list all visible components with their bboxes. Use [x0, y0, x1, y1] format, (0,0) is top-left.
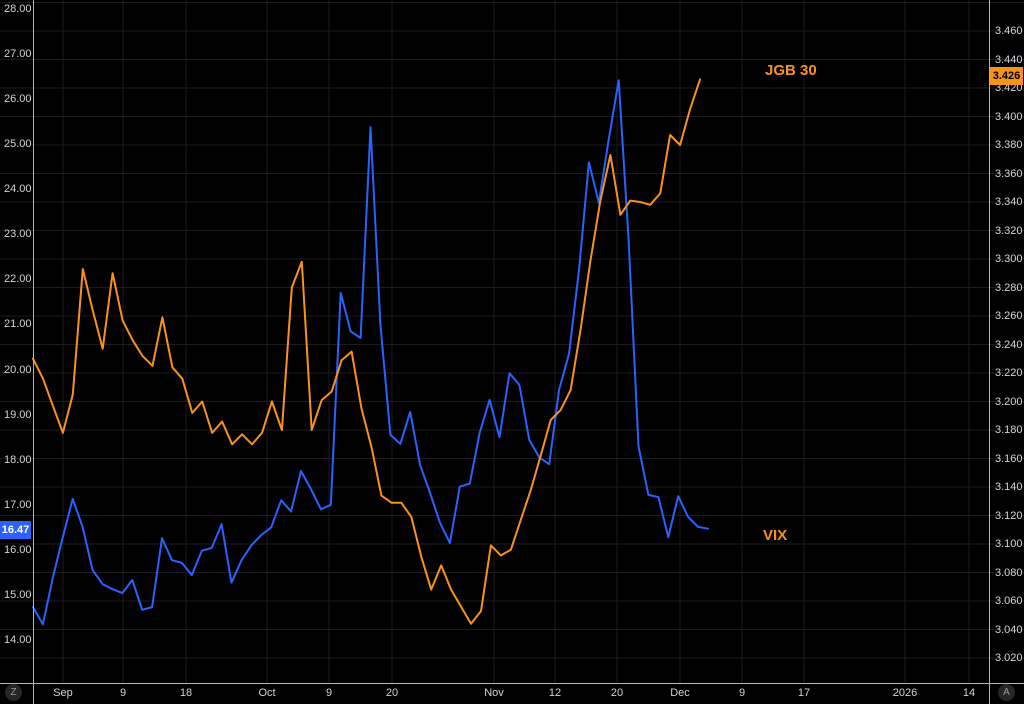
time-axis-tick-label: 9 [119, 687, 127, 699]
left-axis-tick-label: 20.00 [4, 363, 32, 376]
right-axis-tick-label: 3.320 [995, 224, 1023, 237]
auto-scale-a-button[interactable]: A [998, 684, 1015, 701]
right-axis-tick-label: 3.300 [995, 253, 1023, 265]
right-axis-tick-label: 3.180 [995, 424, 1023, 436]
right-axis-border [989, 0, 990, 704]
time-axis-tick-label: 14 [962, 687, 976, 699]
left-axis-tick-label: 26.00 [4, 93, 32, 106]
time-axis-tick-label: 17 [797, 687, 811, 699]
left-axis-tick-label: 19.00 [4, 408, 32, 421]
right-axis-tick-label: 3.440 [995, 53, 1023, 66]
jgb30-line [32, 78, 701, 625]
right-axis-tick-label: 3.200 [995, 395, 1023, 408]
jgb30-series-label: JGB 30 [765, 62, 817, 79]
right-axis-tick-label: 3.140 [995, 481, 1023, 493]
right-axis-tick-label: 3.100 [995, 538, 1023, 550]
time-axis-border [0, 683, 1024, 684]
grid-lines [0, 0, 1024, 683]
time-axis-tick-label: Sep [53, 687, 73, 699]
left-axis-tick-label: 28.00 [4, 3, 32, 15]
time-axis-tick-label: Oct [258, 687, 276, 699]
time-axis-tick-label: 2026 [892, 687, 918, 699]
time-axis-tick-label: 9 [325, 687, 333, 699]
right-axis-tick-label: 3.260 [995, 310, 1023, 322]
vix-last-price-tag: 16.47 [0, 521, 31, 539]
time-axis-tick-label: 20 [610, 687, 624, 699]
vix-line [32, 79, 709, 626]
right-axis-tick-label: 3.460 [995, 25, 1023, 37]
right-axis-tick-label: 3.420 [995, 82, 1023, 94]
right-axis-tick-label: 3.340 [995, 196, 1023, 208]
left-axis-tick-label: 23.00 [4, 228, 32, 241]
right-axis-tick-label: 3.160 [995, 452, 1023, 465]
vix-series-label: VIX [763, 527, 788, 544]
right-axis-tick-label: 3.040 [995, 623, 1023, 636]
time-axis-tick-label: Dec [670, 687, 690, 699]
right-axis-tick-label: 3.240 [995, 338, 1023, 351]
time-axis-tick-label: 12 [548, 687, 562, 699]
timezone-z-button[interactable]: Z [5, 684, 22, 701]
time-axis-tick-label: 20 [385, 687, 399, 699]
chart-plot-area[interactable] [0, 0, 1024, 683]
left-axis-border [33, 0, 34, 704]
left-axis-tick-label: 14.00 [4, 633, 32, 646]
right-axis-tick-label: 3.060 [995, 595, 1023, 607]
right-axis-tick-label: 3.120 [995, 509, 1023, 522]
right-axis-tick-label: 3.380 [995, 139, 1023, 151]
series-lines [32, 78, 709, 626]
left-axis-tick-label: 27.00 [4, 48, 32, 61]
left-axis-tick-label: 17.00 [4, 498, 32, 511]
left-axis-tick-label: 25.00 [4, 138, 32, 151]
time-axis-tick-label: Nov [484, 687, 504, 699]
right-axis-tick-label: 3.080 [995, 566, 1023, 579]
right-axis-tick-label: 3.400 [995, 110, 1023, 123]
right-axis-tick-label: 3.020 [995, 652, 1023, 664]
jgb-last-price-tag: 3.426 [990, 67, 1023, 85]
right-axis-tick-label: 3.280 [995, 281, 1023, 294]
left-axis-tick-label: 16.00 [4, 543, 32, 556]
right-axis-tick-label: 3.220 [995, 367, 1023, 379]
left-axis-tick-label: 24.00 [4, 183, 32, 196]
left-axis-tick-label: 22.00 [4, 273, 32, 286]
time-axis-tick-label: 18 [179, 687, 193, 699]
left-axis-tick-label: 18.00 [4, 453, 32, 466]
right-axis-tick-label: 3.360 [995, 167, 1023, 180]
left-axis-tick-label: 21.00 [4, 318, 32, 331]
time-axis-tick-label: 9 [738, 687, 746, 699]
left-axis-tick-label: 15.00 [4, 588, 32, 601]
